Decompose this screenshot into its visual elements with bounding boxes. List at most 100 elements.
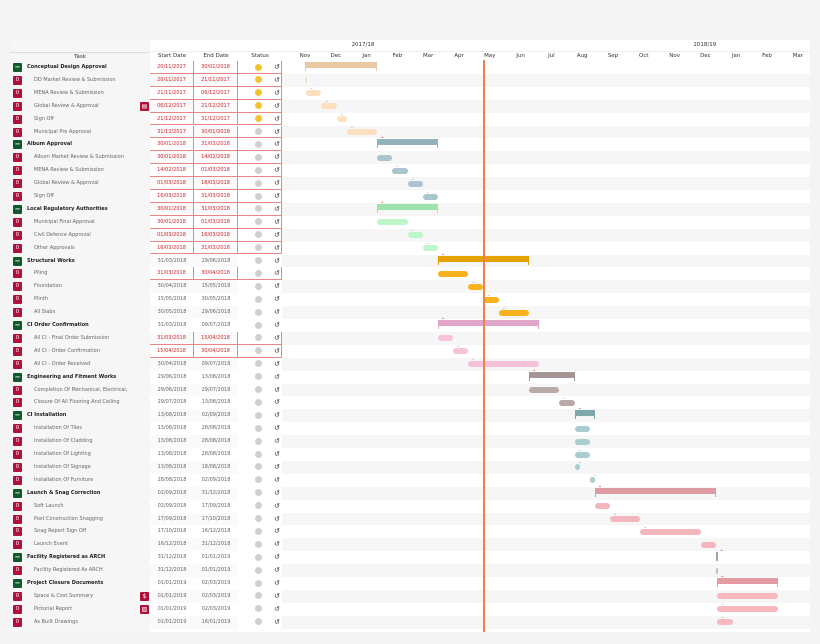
task-row[interactable]: 0 Plinth 15/05/2018 30/05/2018 ↺ ⌄: [10, 292, 810, 306]
task-row[interactable]: 0 Completion Of Mechanical, Electrical, 29…: [10, 383, 810, 397]
task-bar[interactable]: ⌄: [407, 176, 423, 187]
task-row[interactable]: 0 Civil Defence Approval 01/03/2018 16/03/2…: [10, 228, 810, 242]
count-badge[interactable]: 0: [13, 192, 22, 201]
count-badge[interactable]: 0: [13, 475, 22, 485]
status-indicator[interactable]: [255, 282, 262, 290]
count-badge[interactable]: 0: [13, 230, 22, 240]
task-bar[interactable]: ⌄: [483, 292, 499, 303]
refresh-icon[interactable]: ↺: [274, 127, 280, 136]
status-indicator[interactable]: [255, 605, 262, 613]
task-row[interactable]: 0 Installation Of Furniture 28/08/2018 02/0…: [10, 473, 810, 487]
collapse-button[interactable]: −: [13, 372, 22, 382]
group-bar[interactable]: ⌄: [529, 367, 575, 381]
status-indicator[interactable]: [255, 476, 262, 484]
collapse-button[interactable]: −: [13, 553, 22, 563]
task-bar[interactable]: ⌄: [453, 344, 469, 355]
count-badge[interactable]: 0: [13, 437, 22, 447]
task-bar[interactable]: ⌄: [346, 125, 378, 135]
status-indicator[interactable]: [255, 89, 262, 97]
count-badge[interactable]: 0: [13, 88, 22, 98]
refresh-icon[interactable]: ↺: [274, 514, 280, 523]
task-bar[interactable]: ⌄: [468, 279, 484, 290]
status-indicator[interactable]: [255, 566, 262, 574]
task-row[interactable]: 0 Installation Of Signage 13/08/2018 18/08/…: [10, 460, 810, 474]
status-indicator[interactable]: [255, 128, 262, 135]
task-bar[interactable]: ⌄: [422, 241, 438, 252]
status-indicator[interactable]: [255, 269, 262, 277]
task-bar[interactable]: [377, 154, 393, 161]
group-bar[interactable]: ⌄: [437, 251, 530, 265]
count-badge[interactable]: 0: [13, 604, 22, 614]
refresh-icon[interactable]: ↺: [274, 243, 280, 252]
status-indicator[interactable]: [255, 424, 262, 432]
count-badge[interactable]: 0: [13, 450, 22, 459]
group-row[interactable]: − CI Installation 13/08/2018 02/09/2018 ↺ ⌄: [10, 406, 810, 423]
status-header[interactable]: Status: [251, 53, 269, 59]
refresh-icon[interactable]: ↺: [274, 256, 280, 265]
group-row[interactable]: − Engineering and Fitment Works 29/06/2018…: [10, 367, 810, 384]
task-bar[interactable]: ⌄: [321, 99, 337, 110]
status-indicator[interactable]: [255, 579, 262, 587]
count-badge[interactable]: 0: [13, 269, 22, 279]
task-row[interactable]: 0 As Built Drawings 01/01/2019 16/01/2019 ↺ ⌄: [10, 615, 810, 629]
refresh-icon[interactable]: ↺: [274, 437, 280, 446]
status-indicator[interactable]: [255, 592, 262, 600]
refresh-icon[interactable]: ↺: [274, 114, 280, 123]
count-badge[interactable]: 0: [13, 501, 22, 511]
count-badge[interactable]: 0: [13, 514, 22, 524]
task-bar[interactable]: [574, 438, 590, 445]
count-badge[interactable]: 0: [13, 101, 22, 111]
count-badge[interactable]: 0: [13, 591, 22, 601]
status-indicator[interactable]: [255, 347, 262, 355]
dollar-icon[interactable]: $: [140, 591, 149, 601]
task-bar[interactable]: ⌄: [717, 615, 733, 626]
status-indicator[interactable]: [255, 437, 262, 445]
task-row[interactable]: 0 Facility Registered As ARCH 31/12/2018 01…: [10, 564, 810, 577]
task-bar[interactable]: ⌄: [610, 512, 641, 522]
refresh-icon[interactable]: ↺: [274, 101, 280, 110]
task-row[interactable]: 0 Installation Of Lighting 13/08/2018 28/08…: [10, 447, 810, 461]
status-indicator[interactable]: [255, 308, 262, 316]
count-badge[interactable]: 0: [13, 243, 22, 253]
task-bar[interactable]: [529, 387, 560, 393]
task-bar[interactable]: ⌄: [574, 460, 582, 471]
task-row[interactable]: 0 MENA Review & Submission 14/02/2018 01/03…: [10, 163, 810, 178]
refresh-icon[interactable]: ↺: [274, 308, 280, 317]
task-bar[interactable]: [717, 593, 779, 600]
task-bar[interactable]: [377, 219, 408, 226]
count-badge[interactable]: 0: [13, 385, 22, 395]
task-bar[interactable]: [701, 541, 717, 548]
count-badge[interactable]: 0: [13, 346, 22, 356]
status-indicator[interactable]: [255, 244, 262, 252]
task-row[interactable]: 0 Piling 31/03/2018 30/04/2018 ↺: [10, 267, 810, 281]
task-row[interactable]: 0 Snag Report Sign Off 17/10/2018 16/12/201…: [10, 524, 810, 538]
task-row[interactable]: 0 Launch Event 16/12/2018 31/12/2018 ↺: [10, 538, 810, 552]
refresh-icon[interactable]: ↺: [274, 295, 280, 304]
task-bar[interactable]: ⌄: [589, 473, 597, 484]
task-bar[interactable]: ⌄: [498, 305, 530, 316]
status-indicator[interactable]: [255, 515, 262, 522]
status-indicator[interactable]: [255, 463, 262, 471]
group-bar[interactable]: ⌄: [594, 483, 717, 497]
count-badge[interactable]: 0: [13, 127, 22, 137]
task-bar[interactable]: ⌄: [336, 112, 347, 123]
start-date-header[interactable]: Start Date: [157, 53, 187, 59]
count-badge[interactable]: 0: [13, 153, 22, 163]
refresh-icon[interactable]: ↺: [274, 553, 280, 562]
task-row[interactable]: 0 Space & Cost Summary $01/01/2019 02/03/20…: [10, 589, 810, 603]
collapse-button[interactable]: −: [13, 411, 22, 421]
task-bar[interactable]: [437, 270, 469, 277]
status-indicator[interactable]: [255, 360, 262, 368]
refresh-icon[interactable]: ↺: [274, 450, 280, 458]
status-indicator[interactable]: [255, 553, 262, 561]
task-bar[interactable]: [574, 425, 590, 432]
refresh-icon[interactable]: ↺: [274, 166, 280, 175]
task-bar[interactable]: ⌄: [392, 163, 408, 174]
status-indicator[interactable]: [255, 527, 262, 535]
task-row[interactable]: 0 Installation Of Tiles 13/08/2018 28/08/20…: [10, 422, 810, 435]
collapse-button[interactable]: −: [13, 140, 22, 150]
task-row[interactable]: 0 Sign Off 21/12/2017 31/12/2017 ↺ ⌄: [10, 112, 810, 126]
collapse-button[interactable]: −: [13, 63, 22, 72]
group-bar[interactable]: [305, 62, 378, 71]
group-bar[interactable]: ⌄: [574, 406, 596, 420]
